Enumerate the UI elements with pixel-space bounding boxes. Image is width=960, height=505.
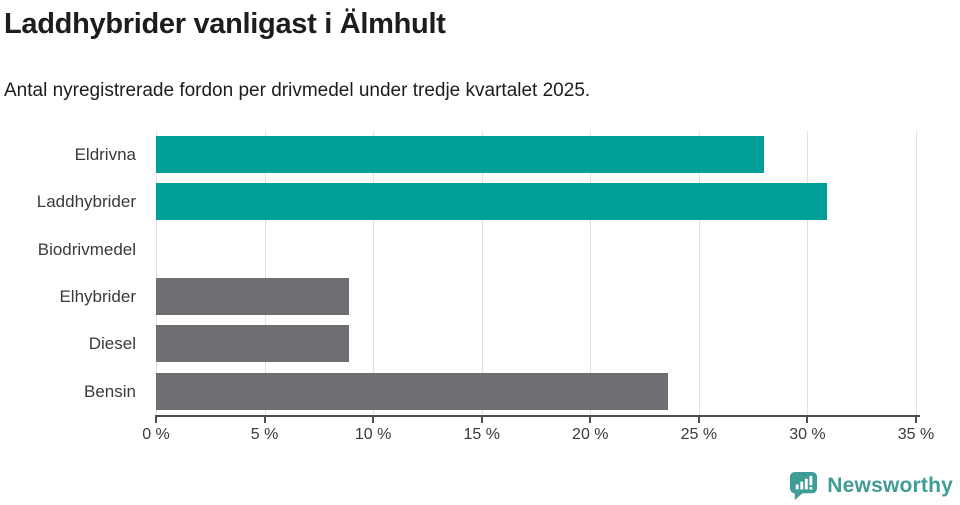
x-axis-tick-label: 20 % (572, 426, 609, 443)
gridline (373, 131, 375, 415)
gridline (264, 131, 266, 415)
x-axis-tick-label: 5 % (250, 426, 279, 443)
x-axis-tick (806, 417, 809, 423)
gridline (156, 131, 157, 415)
gridline-layer (156, 131, 917, 415)
bar-eldrivna (156, 136, 764, 174)
gridline (807, 131, 809, 415)
category-label: Elhybrider (59, 287, 136, 306)
newsworthy-logo-icon (790, 471, 818, 501)
bar-diesel (156, 325, 350, 363)
x-axis-tick (480, 417, 483, 423)
x-axis-tick-label: 30 % (789, 426, 826, 443)
x-axis-tick (589, 417, 592, 423)
chart-subtitle: Antal nyregistrerade fordon per drivmede… (4, 80, 591, 101)
bar-laddhybrider (156, 183, 827, 221)
bar-chart: Eldrivna Laddhybrider Biodrivmedel Elhybrid… (0, 131, 960, 451)
bar-track (156, 183, 916, 221)
x-axis-tick-label: 10 % (354, 426, 392, 443)
gridline (590, 131, 592, 415)
brand-name: Newsworthy (827, 473, 953, 497)
brand-footer: Newsworthy (788, 470, 953, 501)
x-axis-tick-label: 25 % (680, 426, 718, 443)
category-label: Laddhybrider (36, 192, 136, 212)
gridline (481, 131, 483, 415)
category-label: Biodrivmedel (37, 239, 136, 259)
x-axis-line (155, 415, 920, 417)
x-axis-tick (263, 417, 266, 423)
bar-row: Elhybrider (0, 273, 920, 320)
bar-row: Bensin (0, 368, 920, 415)
x-axis-tick (697, 417, 700, 423)
x-axis-tick (155, 417, 157, 423)
x-axis-tick-label: 0 % (142, 426, 170, 443)
x-axis-tick-label: 15 % (463, 426, 500, 443)
category-label: Bensin (84, 381, 136, 401)
x-axis-tick (372, 417, 375, 423)
gridline (698, 131, 700, 415)
bar-track (156, 231, 916, 268)
bar-row: Laddhybrider (0, 178, 920, 225)
bar-bensin (156, 372, 669, 410)
category-label: Diesel (88, 334, 136, 354)
chart-title: Laddhybrider vanligast i Älmhult (4, 8, 446, 40)
bar-elhybrider (156, 278, 350, 316)
bar-row: Eldrivna (0, 131, 920, 178)
gridline (916, 131, 917, 415)
bar-row: Biodrivmedel (0, 226, 920, 273)
x-axis-tick (915, 417, 917, 423)
bar-rows: Eldrivna Laddhybrider Biodrivmedel Elhybrid… (0, 131, 920, 415)
bar-track (156, 372, 916, 410)
bar-track (156, 325, 916, 363)
bar-row: Diesel (0, 320, 920, 367)
bar-track (156, 136, 916, 174)
x-axis-tick-label: 35 % (897, 426, 935, 443)
category-label: Eldrivna (74, 145, 136, 164)
bar-track (156, 278, 916, 316)
